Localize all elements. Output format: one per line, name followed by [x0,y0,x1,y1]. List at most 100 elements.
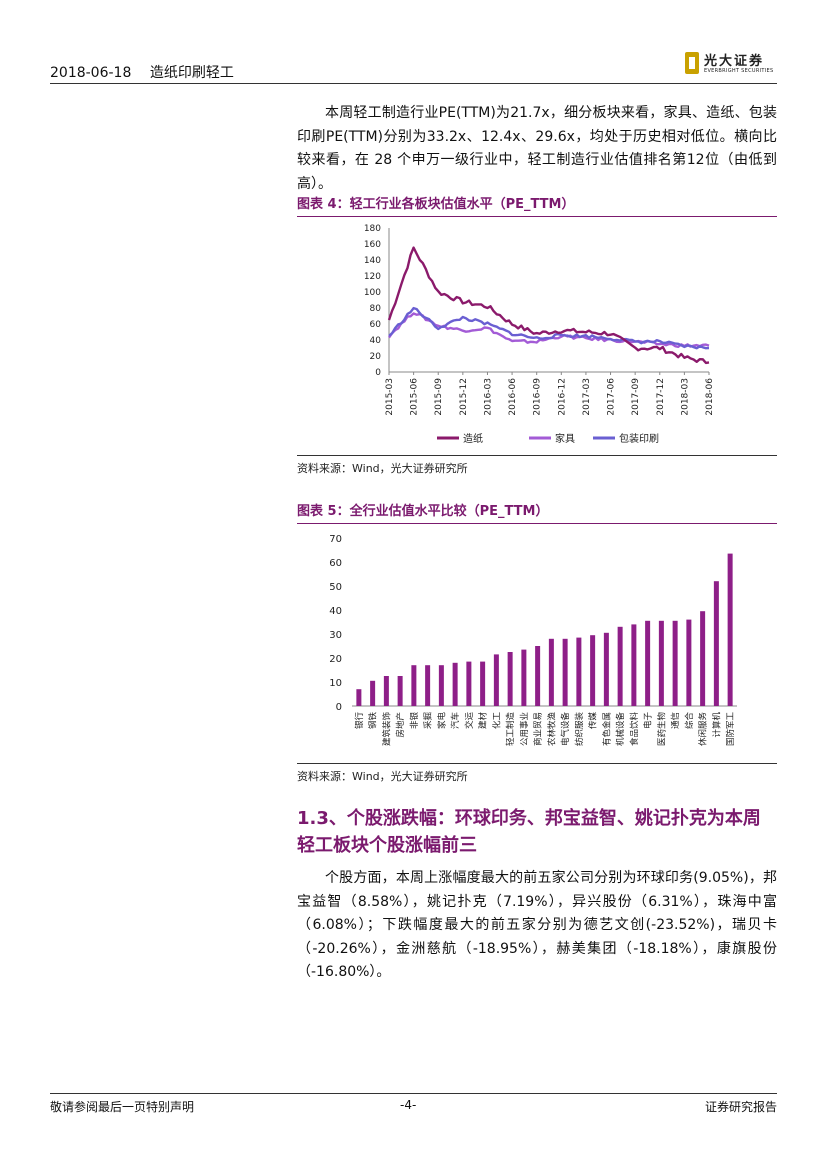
x-tick-label: 2015-09 [434,378,444,416]
y-tick-label: 40 [329,606,342,617]
bar [383,676,389,706]
y-tick-label: 20 [370,352,382,362]
x-tick-label: 医药生物 [656,712,667,747]
figure5-source: 资料来源：Wind，光大证券研究所 [297,763,777,784]
x-tick-label: 公用事业 [519,712,530,746]
x-tick-label: 化工 [491,712,502,730]
everbright-logo: 光大证券 EVERBRIGHT SECURITIES [685,50,777,80]
x-tick-label: 2015-12 [459,378,469,416]
figure4-title: 图表 4：轻工行业各板块估值水平（PE_TTM） [297,193,777,217]
report-date: 2018-06-18 [50,65,132,81]
section-heading: 1.3、个股涨跌幅：环球印务、邦宝益智、姚记扑克为本周轻工板块个股涨幅前三 [297,808,761,856]
y-tick-label: 50 [329,582,342,593]
logo-text-cn: 光大证券 [704,54,765,69]
y-tick-label: 140 [364,256,381,266]
series-line-2 [388,306,710,350]
bar [356,689,362,706]
x-tick-label: 轻工制造 [505,712,516,747]
legend-label: 家具 [555,432,575,445]
x-tick-label: 2017-03 [582,378,592,416]
x-tick-label: 休闲服务 [698,712,709,747]
bar [480,661,486,706]
y-tick-label: 100 [364,288,381,298]
bar [617,626,623,706]
figure4-source: 资料来源：Wind，光大证券研究所 [297,455,777,476]
x-tick-label: 银行 [354,712,365,730]
bar [452,662,458,706]
bar [397,676,403,706]
x-tick-label: 建筑装饰 [381,712,392,747]
logo-text-en: EVERBRIGHT SECURITIES [704,68,774,74]
x-tick-label: 2018-06 [705,378,715,416]
bar [562,638,568,706]
x-tick-label: 2015-06 [410,378,420,416]
x-tick-label: 农林牧渔 [546,712,557,747]
x-tick-label: 2015-03 [385,378,395,416]
y-tick-label: 30 [329,630,342,641]
x-tick-label: 房地产 [395,712,406,738]
y-tick-label: 120 [364,272,381,282]
bar [713,581,719,706]
x-tick-label: 国防军工 [725,712,736,747]
figure5-bar-chart: 0 10 20 30 40 50 60 70 银行 钢铁 建筑装饰 房地产 非银 采掘 家电 汽车 交运 建材 化工… [329,534,737,746]
page-number: -4- [400,1098,417,1112]
y-tick-label: 40 [370,336,382,346]
bar [548,638,554,706]
x-tick-label: 电气设备 [560,712,571,747]
x-tick-label: 交运 [464,712,475,730]
bar [576,637,582,706]
figure5-axes: 0 10 20 30 40 50 60 70 银行 钢铁 建筑装饰 房地产 非银 采掘 家电 汽车 交运 建材 化工… [329,534,737,746]
bar [686,619,692,706]
x-tick-label: 食品饮料 [629,712,640,747]
x-tick-label: 通信 [670,712,681,730]
x-tick-label: 家电 [436,712,447,730]
footer-report-type: 证券研究报告 [704,1100,777,1114]
legend-label: 包装印刷 [619,432,659,445]
bar [645,620,651,706]
x-tick-label: 纺织服装 [574,712,585,747]
x-tick-label: 商业贸易 [533,712,544,746]
bar [590,635,596,706]
y-tick-label: 80 [370,304,382,314]
bar [603,632,609,706]
bar [493,654,499,706]
logo-mark-icon [685,52,699,74]
report-industry: 造纸印刷轻工 [149,65,234,81]
x-tick-label: 2016-09 [533,378,543,416]
bar [370,680,376,706]
figure4-legend: 造纸 家具 包装印刷 [437,432,659,445]
x-tick-label: 计算机 [711,712,722,738]
figure4-axes: 0 20 40 60 80 100 120 140 160 180 2015-03 2015-06 20… [364,224,715,416]
x-tick-label: 采掘 [423,712,434,729]
bar [466,661,472,706]
x-tick-label: 有色金属 [601,712,612,746]
x-tick-label: 2016-06 [508,378,518,416]
valuation-paragraph: 本周轻工制造行业PE(TTM)为21.7x，细分板块来看，家具、造纸、包装印刷P… [297,105,777,192]
y-tick-label: 20 [329,654,342,665]
series-line-0 [387,246,710,365]
figure5-bars [356,553,733,706]
x-tick-label: 钢铁 [368,712,379,730]
figure4-line-chart: 0 20 40 60 80 100 120 140 160 180 2015-03 2015-06 20… [364,224,715,445]
bar [411,665,417,706]
x-tick-label: 综合 [684,712,695,730]
bar [438,665,444,706]
bar [521,649,527,706]
x-tick-label: 汽车 [450,712,461,729]
footer-divider [50,1093,777,1094]
stock-moves-paragraph: 个股方面，本周上涨幅度最大的前五家公司分别为环球印务(9.05%)，邦宝益智（8… [297,870,777,980]
footer-disclaimer: 敬请参阅最后一页特别声明 [50,1100,195,1114]
y-tick-label: 180 [364,224,381,234]
figure5-title: 图表 5：全行业估值水平比较（PE_TTM） [297,500,777,524]
x-tick-label: 2016-03 [483,378,493,416]
x-tick-label: 2017-12 [656,378,666,416]
y-tick-label: 60 [329,558,342,569]
bar [700,611,706,706]
x-tick-label: 2016-12 [557,378,567,416]
bar [631,624,637,706]
bar [658,620,664,706]
bar [535,646,541,706]
y-tick-label: 70 [329,534,342,545]
y-tick-label: 0 [375,368,381,378]
figure4-series [387,246,710,365]
